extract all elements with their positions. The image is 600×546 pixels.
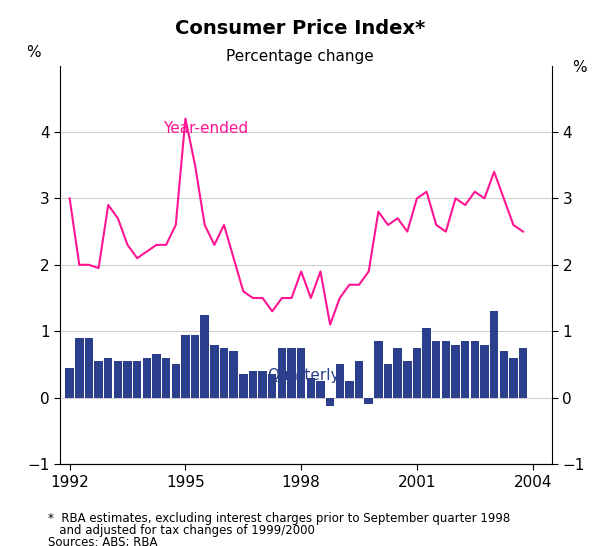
Bar [172,365,180,397]
Bar [451,345,460,397]
Bar [85,338,93,397]
Bar [490,311,499,397]
Bar [432,341,440,397]
Bar [422,328,431,397]
Text: Percentage change: Percentage change [226,49,374,64]
Bar [104,358,112,397]
Bar [162,358,170,397]
Bar [287,348,296,397]
Bar [461,341,469,397]
Text: *  RBA estimates, excluding interest charges prior to September quarter 1998: * RBA estimates, excluding interest char… [48,512,510,525]
Bar [519,348,527,397]
Text: and adjusted for tax changes of 1999/2000: and adjusted for tax changes of 1999/200… [48,524,315,537]
Bar [75,338,83,397]
Bar [442,341,450,397]
Bar [239,375,248,397]
Bar [133,361,142,397]
Text: Quarterly: Quarterly [266,369,339,383]
Bar [326,397,334,406]
Bar [355,361,364,397]
Bar [123,361,132,397]
Bar [509,358,518,397]
Bar [307,378,315,397]
Y-axis label: %: % [572,60,586,75]
Bar [248,371,257,397]
Bar [268,375,277,397]
Bar [229,351,238,397]
Bar [143,358,151,397]
Bar [181,335,190,397]
Y-axis label: %: % [26,45,40,60]
Bar [94,361,103,397]
Bar [470,341,479,397]
Bar [403,361,412,397]
Bar [220,348,228,397]
Bar [191,335,199,397]
Bar [210,345,218,397]
Bar [152,354,161,397]
Bar [384,365,392,397]
Bar [316,381,325,397]
Text: Year-ended: Year-ended [163,121,248,136]
Bar [65,368,74,397]
Bar [394,348,402,397]
Bar [500,351,508,397]
Text: Consumer Price Index*: Consumer Price Index* [175,19,425,38]
Bar [335,365,344,397]
Bar [259,371,267,397]
Bar [480,345,489,397]
Bar [345,381,353,397]
Bar [113,361,122,397]
Bar [297,348,305,397]
Bar [413,348,421,397]
Bar [374,341,383,397]
Text: Sources: ABS; RBA: Sources: ABS; RBA [48,536,157,546]
Bar [364,397,373,404]
Bar [278,348,286,397]
Bar [200,314,209,397]
